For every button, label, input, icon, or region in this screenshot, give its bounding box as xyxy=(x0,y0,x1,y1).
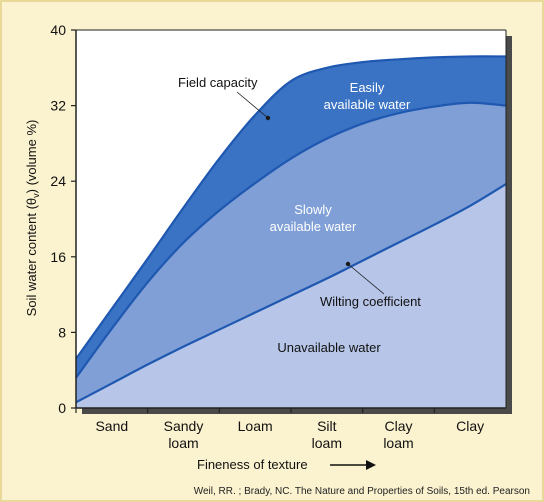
source-credit: Weil, RR. ; Brady, NC. The Nature and Pr… xyxy=(194,486,530,497)
y-tick-label: 16 xyxy=(50,249,66,265)
y-tick-label: 8 xyxy=(58,324,66,340)
unavailable-water-label: Unavailable water xyxy=(277,340,381,355)
field-capacity-label: Field capacity xyxy=(178,75,258,90)
x-tick-label: Silt loam xyxy=(312,418,342,451)
y-tick-label: 0 xyxy=(58,400,66,416)
slowly-available-label-line2: available water xyxy=(270,219,357,234)
x-axis-arrow-head xyxy=(366,460,376,470)
field-capacity-leader xyxy=(236,91,269,119)
easily-available-label-line2: available water xyxy=(324,97,411,112)
x-tick-label: Clay xyxy=(456,418,484,434)
x-tick-label: Clay loam xyxy=(383,418,413,451)
wilting-coefficient-leader xyxy=(347,263,385,295)
intermediate-curve xyxy=(75,101,507,379)
x-tick-label: Sandy loam xyxy=(164,418,204,451)
wilting-coefficient-curve xyxy=(75,183,507,404)
wilting-coefficient-marker xyxy=(345,261,351,267)
slowly-available-label-line1: Slowly xyxy=(294,202,332,217)
x-axis-label: Fineness of texture xyxy=(197,457,308,472)
y-axis-label: Soil water content (θv) (volume %) xyxy=(24,120,41,317)
y-tick-label: 32 xyxy=(50,98,66,114)
wilting-coefficient-label: Wilting coefficient xyxy=(320,294,421,309)
y-tick-label: 40 xyxy=(50,22,66,38)
easily-available-label-line1: Easily xyxy=(350,80,385,95)
field-capacity-marker xyxy=(265,115,271,121)
field-capacity-curve xyxy=(75,55,507,360)
x-tick-label: Loam xyxy=(238,418,273,434)
y-tick-label: 24 xyxy=(50,173,66,189)
x-tick-label: Sand xyxy=(95,418,128,434)
